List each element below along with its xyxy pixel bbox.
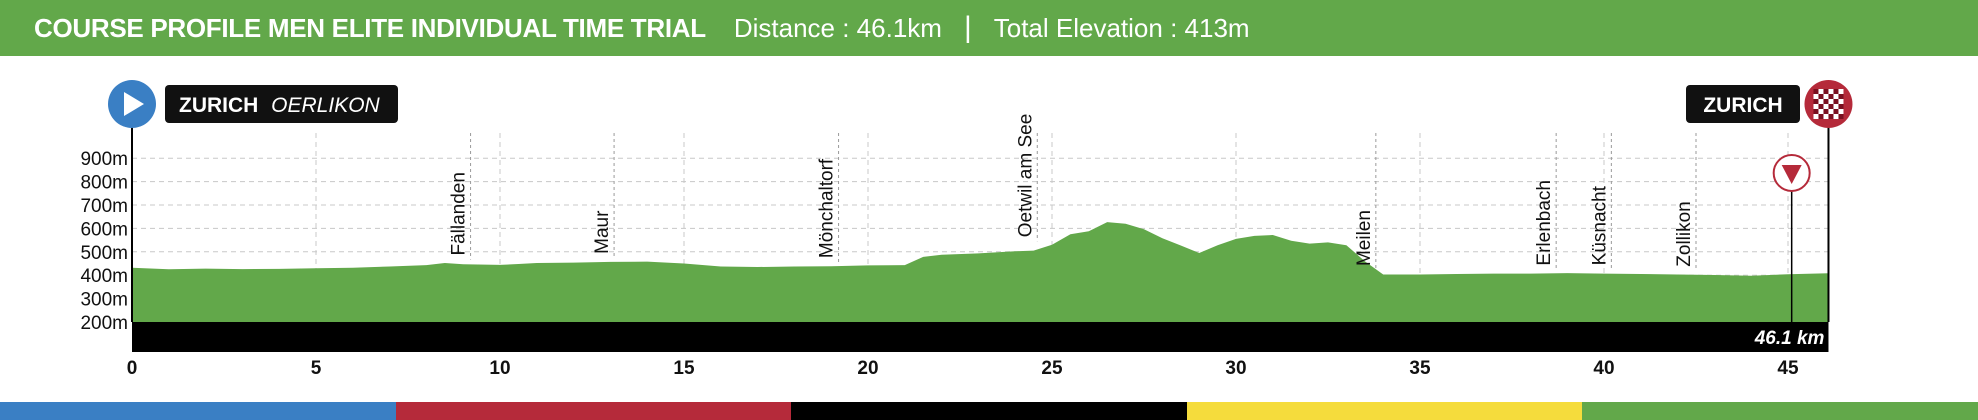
checker-square	[1838, 104, 1844, 109]
y-tick-label: 800m	[80, 173, 128, 194]
y-tick-label: 600m	[80, 219, 128, 240]
start-city: ZURICH	[179, 94, 258, 117]
finish-distance-label: 46.1 km	[1754, 328, 1825, 349]
checker-square	[1828, 104, 1834, 109]
checker-square	[1818, 89, 1824, 94]
x-tick-label: 45	[1777, 358, 1799, 379]
checker-square	[1818, 94, 1824, 99]
checker-square	[1833, 94, 1839, 99]
distance-text: Distance : 46.1km	[733, 12, 942, 43]
header-bar: COURSE PROFILE MEN ELITE INDIVIDUAL TIME…	[0, 0, 1978, 56]
place-label: Maur	[592, 210, 613, 254]
start-label-box	[165, 85, 398, 123]
elevation-text: Total Elevation : 413m	[993, 12, 1250, 43]
checkered-flag-icon	[1813, 89, 1844, 119]
start-location-label: ZURICH OERLIKON	[179, 94, 381, 117]
page-title: COURSE PROFILE MEN ELITE INDIVIDUAL TIME…	[34, 12, 706, 43]
checker-square	[1828, 94, 1834, 99]
checker-square	[1838, 109, 1844, 114]
stripe-blue	[0, 402, 396, 420]
stripe-green	[1582, 402, 1978, 420]
stripe-black	[791, 402, 1187, 420]
elevation-profile-area	[132, 222, 1829, 322]
place-labels: Fällanden Maur Mönchaltorf Oetwil am See Mei…	[449, 114, 1697, 271]
checker-square	[1823, 94, 1829, 99]
checker-square	[1828, 99, 1834, 104]
y-tick-label: 200m	[80, 313, 128, 334]
color-stripes	[0, 402, 1978, 420]
y-tick-label: 900m	[80, 149, 128, 170]
y-tick-label: 500m	[80, 243, 128, 264]
checker-square	[1828, 114, 1834, 119]
place-label: Küsnacht	[1589, 185, 1610, 265]
checker-square	[1828, 109, 1834, 114]
x-tick-label: 25	[1041, 358, 1063, 379]
checker-square	[1823, 109, 1829, 114]
play-icon	[124, 92, 144, 116]
y-tick-label: 300m	[80, 290, 128, 311]
x-tick-label: 10	[489, 358, 510, 379]
y-tick-label: 400m	[80, 266, 128, 287]
checker-square	[1813, 99, 1819, 104]
checker-square	[1823, 99, 1829, 104]
checker-square	[1823, 89, 1829, 94]
checker-square	[1838, 94, 1844, 99]
checker-square	[1833, 104, 1839, 109]
y-tick-label: 700m	[80, 196, 128, 217]
stripe-red	[395, 402, 792, 420]
checker-square	[1813, 89, 1819, 94]
place-label: Oetwil am See	[1015, 114, 1036, 238]
checker-square	[1833, 114, 1839, 119]
checker-square	[1828, 89, 1834, 94]
checker-square	[1818, 114, 1824, 119]
x-tick-label: 15	[673, 358, 695, 379]
checker-square	[1818, 109, 1824, 114]
checker-square	[1838, 99, 1844, 104]
x-axis-labels: 0 5 10 15 20 25 30 35 40 45	[127, 358, 1799, 379]
start-district: OERLIKON	[271, 94, 380, 117]
checker-square	[1813, 104, 1819, 109]
x-tick-label: 40	[1593, 358, 1614, 379]
checker-square	[1838, 89, 1844, 94]
finish-location-label: ZURICH	[1703, 94, 1782, 117]
place-label: Erlenbach	[1534, 180, 1555, 266]
markers: ZURICH OERLIKON ZURICH	[108, 80, 1853, 352]
finish-label-box	[1686, 85, 1800, 123]
x-tick-label: 20	[857, 358, 878, 379]
checker-square	[1813, 114, 1819, 119]
checker-square	[1823, 114, 1829, 119]
checker-square	[1833, 89, 1839, 94]
place-label: Meilen	[1354, 210, 1375, 266]
checker-square	[1833, 99, 1839, 104]
checker-square	[1833, 109, 1839, 114]
stripe-yellow	[1186, 402, 1583, 420]
distance-base-bar	[132, 322, 1829, 352]
checker-square	[1838, 114, 1844, 119]
header-separator: |	[963, 11, 972, 44]
x-tick-label: 5	[311, 358, 322, 379]
x-tick-label: 35	[1409, 358, 1431, 379]
triangle-down-icon	[1781, 165, 1802, 184]
checker-square	[1818, 99, 1824, 104]
checker-square	[1823, 104, 1829, 109]
checker-square	[1813, 109, 1819, 114]
x-tick-label: 0	[127, 358, 138, 379]
place-label: Fällanden	[449, 172, 470, 255]
place-label: Zollikon	[1674, 201, 1695, 266]
x-tick-label: 30	[1225, 358, 1246, 379]
checker-square	[1813, 94, 1819, 99]
place-label: Mönchaltorf	[817, 158, 838, 258]
checker-square	[1818, 104, 1824, 109]
